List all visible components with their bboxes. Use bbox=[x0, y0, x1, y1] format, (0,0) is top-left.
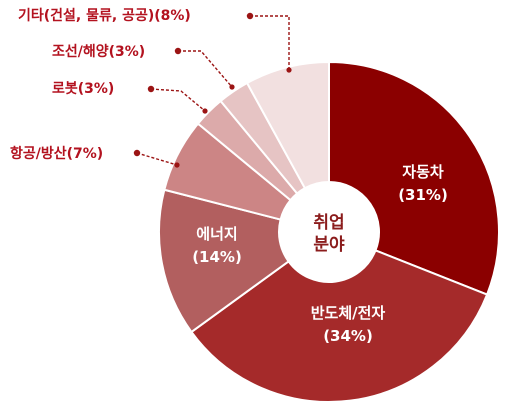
center-label-line-2: 분야 bbox=[313, 235, 345, 255]
leader-dot-4 bbox=[147, 85, 155, 93]
leader-dot-5 bbox=[174, 47, 182, 55]
slices-group bbox=[158, 60, 500, 403]
slice-value-0: (31%) bbox=[398, 186, 448, 204]
slice-label-2: 에너지 bbox=[196, 225, 237, 243]
leader-line-4 bbox=[150, 88, 206, 112]
leader-line-5 bbox=[178, 50, 233, 88]
leader-line-3 bbox=[136, 152, 178, 166]
labels-group: 자동차 (31%) 반도체/전자 (34%) 에너지 (14%) 항공/방산(7%) 로봇(3… bbox=[10, 7, 448, 345]
slice-value-1: (34%) bbox=[323, 327, 373, 345]
leader-line-6 bbox=[250, 15, 290, 70]
slice-label-6: 기타(건설, 물류, 공공)(8%) bbox=[18, 7, 191, 24]
donut-hole bbox=[279, 182, 379, 282]
slice-value-2: (14%) bbox=[192, 248, 242, 266]
leader-end-dot-5 bbox=[229, 84, 235, 90]
leader-end-dot-3 bbox=[174, 162, 180, 168]
leader-dot-6 bbox=[246, 12, 254, 20]
leader-end-dot-4 bbox=[202, 108, 208, 114]
slice-label-0: 자동차 bbox=[402, 163, 444, 181]
leader-end-dot-6 bbox=[286, 67, 292, 73]
slice-label-5: 조선/해양(3%) bbox=[52, 44, 145, 60]
slice-label-4: 로봇(3%) bbox=[52, 81, 114, 97]
leader-dot-3 bbox=[133, 149, 141, 157]
slice-label-1: 반도체/전자 bbox=[311, 304, 386, 322]
slice-label-3: 항공/방산(7%) bbox=[10, 145, 103, 162]
center-label-line-1: 취업 bbox=[313, 212, 344, 233]
slice-0 bbox=[328, 60, 500, 296]
